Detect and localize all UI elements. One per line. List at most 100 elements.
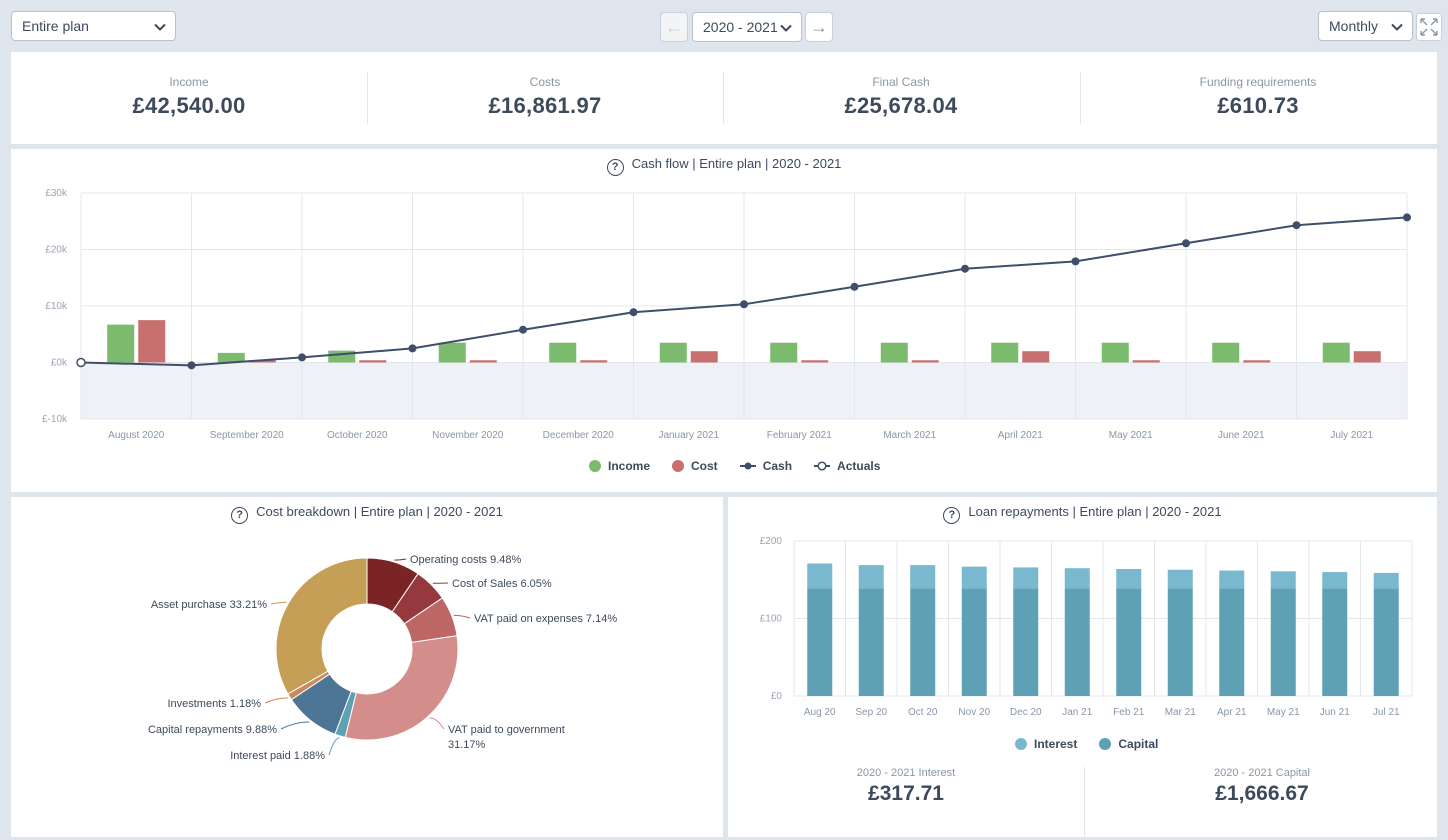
x-tick-label: Jan 21 — [1062, 707, 1092, 718]
cost-breakdown-chart: Operating costs 9.48% Cost of Sales 6.05%… — [148, 554, 617, 762]
legend-actuals[interactable]: Actuals — [814, 459, 880, 473]
fullscreen-button[interactable] — [1416, 13, 1442, 41]
interest-bar — [1270, 571, 1296, 589]
kpi-final-cash: Final Cash £25,678.04 — [723, 52, 1079, 119]
cash-flow-title-text: Cash flow | Entire plan | 2020 - 2021 — [631, 156, 842, 171]
cost-bar — [1132, 360, 1160, 363]
cost-bar — [1022, 351, 1050, 363]
year-select[interactable]: 2020 - 2021 — [692, 12, 802, 42]
income-bar — [328, 350, 356, 363]
interest-bar — [858, 565, 884, 589]
x-tick-label: March 2021 — [883, 430, 936, 441]
x-tick-label: Oct 20 — [908, 707, 938, 718]
y-tick-label: £0 — [771, 691, 783, 702]
cash-flow-panel: ? Cash flow | Entire plan | 2020 - 2021 £… — [11, 149, 1437, 492]
kpi-panel: Income £42,540.00 Costs £16,861.97 Final… — [11, 52, 1437, 144]
cash-flow-chart: £-10k £0k £10k £20k £30k August 2020 September… — [42, 188, 1411, 441]
label-connector — [328, 737, 340, 756]
divider — [1080, 72, 1081, 124]
capital-bar — [1116, 588, 1142, 696]
capital-bar — [1322, 588, 1348, 696]
legend-cash[interactable]: Cash — [739, 459, 793, 473]
cash-point — [961, 264, 969, 273]
y-tick-label: £-10k — [42, 414, 68, 425]
interest-bar — [1064, 568, 1090, 589]
capital-bar — [858, 588, 884, 696]
income-swatch-icon — [589, 460, 601, 472]
cash-flow-title: ? Cash flow | Entire plan | 2020 - 2021 — [11, 156, 1437, 176]
kpi-funding-requirements: Funding requirements £610.73 — [1080, 52, 1436, 119]
summary-label: 2020 - 2021 Interest — [856, 767, 956, 779]
kpi-label: Funding requirements — [1199, 75, 1317, 89]
next-year-button[interactable]: → — [805, 12, 833, 42]
interest-summary: 2020 - 2021 Interest £317.71 — [728, 767, 1084, 806]
cash-point — [187, 361, 196, 370]
x-tick-label: January 2021 — [658, 430, 719, 441]
x-tick-label: November 2020 — [432, 430, 504, 441]
x-tick-label: July 2021 — [1330, 430, 1373, 441]
arrow-right-icon: → — [810, 17, 828, 37]
legend-label: Cash — [762, 459, 793, 473]
y-tick-label: £20k — [45, 245, 68, 256]
cash-point — [519, 325, 527, 334]
divider — [367, 72, 368, 124]
legend-label: Actuals — [837, 459, 881, 473]
legend-cost[interactable]: Cost — [672, 459, 718, 473]
interest-bar — [910, 565, 936, 589]
income-bar — [1101, 342, 1129, 363]
capital-swatch-icon — [1099, 738, 1112, 750]
cash-point — [408, 344, 417, 353]
summary-value: £317.71 — [868, 782, 944, 805]
help-icon[interactable]: ? — [606, 159, 624, 176]
actuals-swatch-icon — [814, 461, 831, 471]
x-tick-label: October 2020 — [327, 430, 388, 441]
capital-bar — [1013, 588, 1039, 696]
capital-bar — [1167, 588, 1193, 696]
loan-legend: Interest Capital — [1015, 737, 1158, 751]
cash-point — [1182, 239, 1190, 248]
cash-point — [740, 300, 748, 309]
income-bar — [107, 324, 135, 363]
x-tick-label: Mar 21 — [1165, 707, 1197, 718]
income-bar — [217, 352, 245, 363]
income-bar — [991, 342, 1019, 363]
x-tick-label: Apr 21 — [1217, 707, 1247, 718]
interest-swatch-icon — [1015, 738, 1027, 750]
toolbar: Entire plan ← 2020 - 2021 → Monthly — [0, 0, 1448, 50]
capital-bar — [961, 588, 987, 696]
x-tick-label: June 2021 — [1218, 430, 1265, 441]
legend-capital[interactable]: Capital — [1099, 737, 1158, 751]
label-connector — [453, 614, 471, 619]
cost-breakdown-title-text: Cost breakdown | Entire plan | 2020 - 20… — [256, 504, 503, 519]
scope-select-value: Entire plan — [22, 18, 89, 34]
loan-repayments-title: ? Loan repayments | Entire plan | 2020 - … — [728, 504, 1437, 524]
slice-label: Cost of Sales 6.05% — [452, 578, 552, 590]
year-select-value: 2020 - 2021 — [703, 19, 778, 35]
kpi-label: Costs — [529, 75, 561, 89]
help-icon[interactable]: ? — [943, 507, 961, 524]
cash-point — [629, 308, 638, 317]
chevron-down-icon — [1391, 23, 1403, 31]
expand-icon — [1420, 18, 1438, 36]
interest-bar — [1322, 572, 1348, 589]
arrow-left-icon: ← — [665, 17, 683, 37]
interest-bar — [1013, 567, 1039, 589]
previous-year-button[interactable]: ← — [660, 12, 688, 42]
slice-label: Investments 1.18% — [167, 698, 261, 710]
x-tick-label: Nov 20 — [958, 707, 990, 718]
cost-bar — [1243, 360, 1271, 363]
loan-repayments-panel: ? Loan repayments | Entire plan | 2020 - … — [728, 497, 1437, 837]
legend-income[interactable]: Income — [589, 459, 650, 473]
legend-interest[interactable]: Interest — [1015, 737, 1077, 751]
cost-bar — [1353, 351, 1381, 363]
period-select[interactable]: Monthly — [1318, 11, 1413, 41]
help-icon[interactable]: ? — [231, 507, 249, 524]
scope-select[interactable]: Entire plan — [11, 11, 176, 41]
capital-bar — [910, 588, 936, 696]
income-bar — [1322, 342, 1350, 363]
x-tick-label: August 2020 — [108, 430, 165, 441]
label-connector — [264, 697, 288, 704]
x-tick-label: Aug 20 — [804, 707, 836, 718]
income-bar — [1212, 342, 1240, 363]
interest-bar — [1116, 568, 1142, 589]
